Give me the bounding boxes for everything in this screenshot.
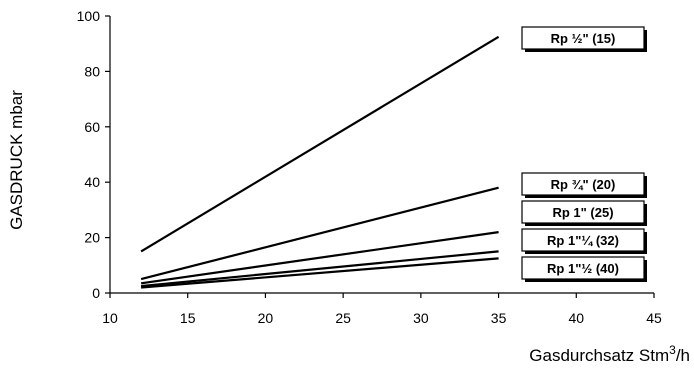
legend-box	[521, 172, 645, 196]
x-tick-label: 45	[646, 310, 662, 326]
legend-item-1: Rp ½" (15)	[521, 26, 647, 52]
series-line-1	[140, 35, 500, 253]
y-tick-label: 40	[84, 174, 100, 190]
y-tick-label: 100	[77, 8, 101, 24]
series-line-4	[140, 250, 499, 288]
y-tick-label: 80	[84, 63, 100, 79]
x-axis-title-main: Gasdurchsatz Stm	[529, 346, 669, 365]
y-tick-label: 20	[84, 230, 100, 246]
y-tick-label: 0	[92, 285, 100, 301]
x-axis-title-superscript: 3	[669, 343, 676, 357]
series-line-5	[141, 257, 499, 289]
x-tick-label: 35	[491, 310, 507, 326]
legend-box	[521, 26, 645, 50]
x-tick-label: 30	[413, 310, 429, 326]
x-tick-label: 15	[180, 310, 196, 326]
legend-item-4: Rp 1"¼ (32)	[521, 228, 647, 254]
x-tick-label: 10	[102, 310, 118, 326]
series-lines	[140, 35, 500, 289]
legend-label: Rp 1"¼ (32)	[547, 233, 619, 248]
legend-item-2: Rp ¾" (20)	[521, 172, 647, 198]
series-line-2	[140, 186, 499, 281]
x-axis-title: Gasdurchsatz Stm3/h	[529, 343, 690, 365]
x-tick-label: 40	[568, 310, 584, 326]
legend-label: Rp ½" (15)	[551, 31, 616, 46]
legend-box	[521, 200, 645, 224]
series-line-3	[140, 231, 499, 285]
x-tick-label: 25	[335, 310, 351, 326]
legend-item-3: Rp 1" (25)	[521, 200, 647, 226]
y-axis-title: GASDRUCK mbar	[7, 90, 26, 230]
legend-label: Rp 1"½ (40)	[547, 261, 619, 276]
axes: 0 20 40 60 80 100 10 15 20 25 30 35 40 45	[77, 8, 662, 326]
x-tick-label: 20	[258, 310, 274, 326]
y-tick-label: 60	[84, 119, 100, 135]
legend-item-5: Rp 1"½ (40)	[521, 256, 647, 282]
legend-box	[521, 228, 645, 252]
legend-label: Rp ¾" (20)	[551, 177, 616, 192]
legend: Rp ½" (15) Rp ¾" (20) Rp 1" (25) Rp 1"¼ (32…	[521, 26, 647, 282]
legend-box	[521, 256, 645, 280]
legend-label: Rp 1" (25)	[552, 205, 613, 220]
x-axis-title-suffix: /h	[676, 346, 690, 365]
